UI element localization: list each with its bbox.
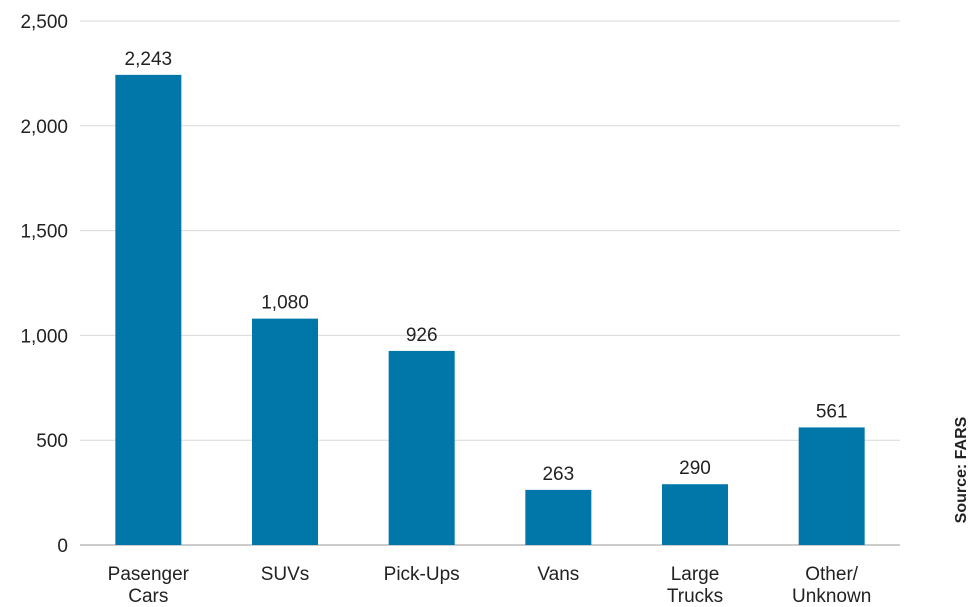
bar-value-label: 561 <box>816 401 848 422</box>
y-tick-label: 1,500 <box>20 222 68 243</box>
bar <box>662 484 728 545</box>
bar <box>798 427 865 545</box>
x-category-label-line: Trucks <box>667 586 723 607</box>
y-tick-label: 2,000 <box>20 117 68 138</box>
x-category-label: Large Trucks <box>667 564 723 607</box>
y-tick-label: 500 <box>36 431 68 452</box>
x-category-label-line: Large <box>671 564 720 585</box>
bar <box>115 74 182 546</box>
y-tick-label: 0 <box>57 536 68 557</box>
bar-value-label: 290 <box>679 458 711 479</box>
bar-value-label: 263 <box>542 464 574 485</box>
x-category-label-line: SUVs <box>261 564 310 585</box>
x-axis: Pasenger Cars SUVs Pick-Ups Vans Large Trucks O… <box>108 564 872 607</box>
y-tick-label: 1,000 <box>20 326 68 347</box>
gridlines <box>80 20 900 546</box>
bar-value-label: 926 <box>406 325 438 346</box>
x-category-label-line: Other/ <box>805 564 859 585</box>
bar <box>388 350 455 545</box>
x-category-label: SUVs <box>261 564 310 585</box>
bar <box>525 489 592 545</box>
y-axis: 0 500 1,000 1,500 2,000 2,500 <box>20 12 68 557</box>
x-category-label: Other/Unknown <box>792 564 871 607</box>
x-category-label: Pick-Ups <box>384 564 460 585</box>
x-category-label-line: Vans <box>537 564 579 585</box>
x-category-label: Vans <box>537 564 579 585</box>
x-category-label-line: Unknown <box>792 586 871 607</box>
x-category-label-line: Cars <box>128 586 168 607</box>
x-category-label-line: Pasenger <box>108 564 190 585</box>
y-tick-label: 2,500 <box>20 12 68 33</box>
bar-value-label: 1,080 <box>261 293 309 314</box>
x-category-label: Pasenger Cars <box>108 564 190 607</box>
x-category-label-line: Pick-Ups <box>384 564 460 585</box>
bars <box>115 74 865 546</box>
source-note: Source: FARS <box>953 416 968 523</box>
value-labels: 2,243 1,080 926 263 290 561 <box>125 49 848 485</box>
bar-value-label: 2,243 <box>125 49 173 70</box>
bar <box>252 318 318 545</box>
